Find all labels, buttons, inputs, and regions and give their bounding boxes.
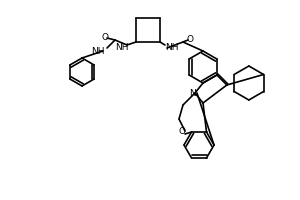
Text: O: O <box>101 33 109 43</box>
Text: NH: NH <box>91 47 105 56</box>
Text: N: N <box>190 88 196 98</box>
Text: NH: NH <box>165 44 179 52</box>
Text: NH: NH <box>115 44 129 52</box>
Text: O: O <box>178 128 185 136</box>
Text: O: O <box>187 36 194 45</box>
